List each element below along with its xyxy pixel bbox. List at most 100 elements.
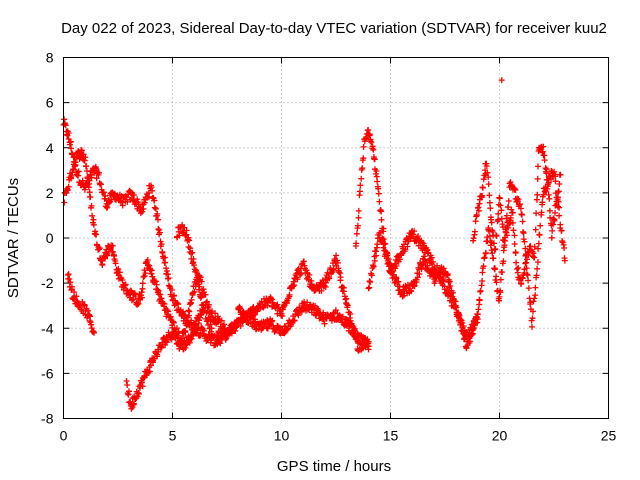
data-point	[157, 291, 164, 298]
data-point	[424, 262, 431, 269]
data-point	[500, 258, 507, 265]
data-point	[491, 240, 497, 247]
data-point	[369, 143, 376, 150]
data-point	[376, 198, 383, 205]
data-point	[140, 205, 147, 212]
data-point	[165, 275, 172, 282]
data-point	[357, 339, 364, 346]
data-point	[503, 212, 510, 219]
data-point	[481, 254, 488, 261]
data-point	[318, 287, 325, 294]
data-point	[501, 242, 508, 249]
data-point	[138, 289, 145, 296]
data-point	[71, 289, 78, 296]
data-point	[561, 257, 568, 264]
data-point	[485, 181, 492, 188]
data-point	[115, 265, 122, 272]
data-point	[169, 287, 175, 293]
data-point	[393, 263, 400, 269]
data-point	[336, 269, 342, 276]
data-point	[339, 313, 346, 320]
data-point	[444, 271, 451, 277]
data-point	[482, 249, 489, 256]
data-point	[233, 324, 240, 331]
y-tick-label: -4	[41, 320, 54, 336]
data-point	[202, 304, 209, 311]
data-point	[132, 293, 139, 299]
data-point	[192, 321, 199, 327]
data-point	[123, 378, 130, 384]
data-point	[205, 301, 212, 308]
data-point	[83, 163, 90, 169]
data-point	[99, 262, 106, 268]
data-point	[218, 335, 225, 342]
data-point	[497, 276, 504, 283]
data-point	[122, 281, 129, 288]
data-point	[532, 292, 539, 299]
data-point	[369, 265, 376, 271]
x-tick-label: 5	[169, 428, 177, 444]
data-point	[138, 379, 145, 386]
data-point	[512, 250, 519, 256]
tick-labels: 0 5 10 15 20 25 -8 -6 -4 -2 0 2 4 6 8	[41, 50, 616, 444]
data-point	[198, 293, 205, 300]
data-point	[486, 199, 493, 206]
data-point	[545, 179, 552, 186]
data-point	[497, 289, 504, 296]
data-point	[472, 218, 479, 225]
data-point	[503, 232, 510, 239]
data-point	[182, 344, 189, 351]
data-point	[489, 250, 496, 257]
data-point	[553, 201, 560, 208]
data-point	[128, 288, 135, 295]
data-point	[395, 278, 402, 285]
data-point	[155, 348, 162, 355]
data-point	[141, 273, 148, 280]
data-point	[139, 285, 146, 292]
data-point	[68, 145, 75, 152]
y-tick-label: 4	[46, 140, 54, 156]
data-point	[396, 256, 403, 263]
data-point	[192, 328, 198, 335]
data-point	[461, 336, 467, 343]
data-point	[128, 297, 135, 304]
data-point	[61, 199, 68, 206]
data-point	[88, 325, 95, 332]
data-point	[305, 276, 312, 283]
data-point	[408, 288, 415, 295]
data-point	[109, 242, 116, 249]
data-point	[87, 313, 94, 320]
data-point	[65, 271, 72, 278]
data-point	[479, 278, 486, 284]
data-point	[515, 264, 522, 271]
data-point	[354, 222, 361, 229]
data-point	[148, 267, 155, 274]
data-point	[353, 240, 360, 247]
data-point	[497, 202, 504, 209]
data-point	[480, 176, 487, 183]
data-point	[480, 263, 487, 270]
data-point	[131, 400, 137, 407]
data-point	[66, 276, 73, 282]
data-point	[486, 192, 493, 199]
data-point	[505, 204, 512, 210]
data-point	[366, 284, 373, 291]
data-point	[387, 261, 394, 268]
data-point	[104, 204, 111, 211]
data-point	[498, 215, 505, 222]
data-point	[493, 279, 500, 286]
data-point	[134, 196, 141, 203]
data-point	[498, 77, 505, 84]
data-point	[371, 156, 378, 163]
data-point	[532, 226, 539, 233]
data-point	[527, 299, 534, 306]
y-tick-label: 6	[46, 95, 54, 111]
data-point	[171, 292, 177, 299]
data-point	[552, 209, 558, 216]
data-points	[60, 77, 568, 412]
data-point	[138, 294, 145, 301]
data-point	[297, 271, 304, 278]
data-point	[357, 182, 364, 189]
data-point	[525, 277, 532, 284]
data-point	[511, 232, 518, 239]
